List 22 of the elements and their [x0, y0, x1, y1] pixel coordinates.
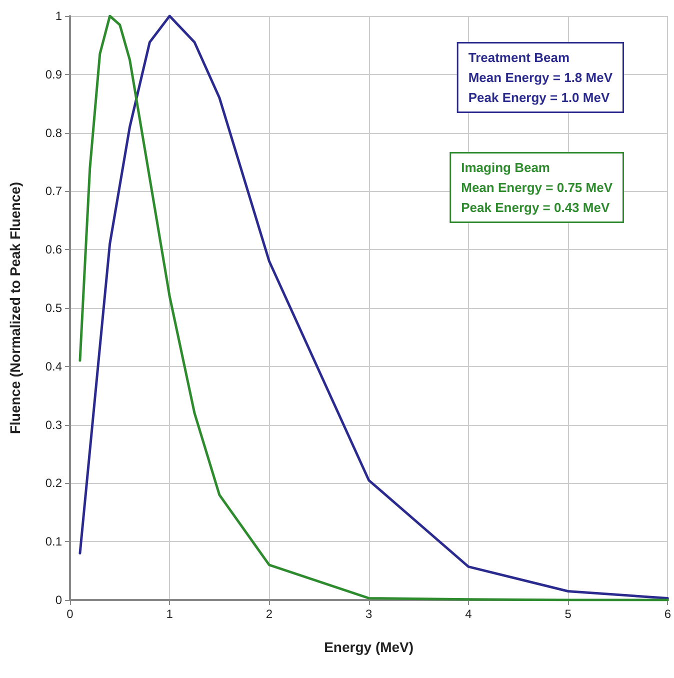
x-tick-label: 1: [166, 607, 174, 621]
x-tick-label: 2: [266, 607, 273, 621]
x-tick-label: 5: [564, 607, 572, 621]
y-tick-label: 0.9: [45, 67, 62, 82]
x-tick-label: 4: [465, 607, 472, 621]
annotation: Imaging Beam Mean Energy = 0.75 MeV Peak Energy = 0.43 MeV: [461, 160, 613, 215]
y-tick-label: 0: [55, 593, 62, 607]
x-tick-label: 6: [664, 607, 672, 621]
y-tick-label: 0.7: [45, 184, 62, 198]
y-tick-label: 0.1: [45, 534, 62, 549]
y-tick-label: 0.4: [45, 359, 62, 374]
y-axis-title: Fluence (Normalized to Peak Fluence): [7, 182, 23, 434]
y-tick-label: 1: [55, 9, 62, 23]
x-axis-title: Energy (MeV): [324, 639, 414, 655]
y-tick-label: 0.6: [45, 242, 62, 257]
x-tick-label: 3: [365, 607, 372, 621]
y-tick-label: 0.5: [45, 301, 62, 315]
annotation: Treatment Beam Mean Energy = 1.8 MeV Peak Energy = 1.0 MeV: [468, 50, 613, 105]
y-tick-label: 0.2: [45, 476, 62, 490]
x-tick-label: 0: [66, 607, 74, 621]
y-tick-label: 0.3: [45, 418, 62, 432]
y-tick-label: 0.8: [45, 126, 62, 140]
